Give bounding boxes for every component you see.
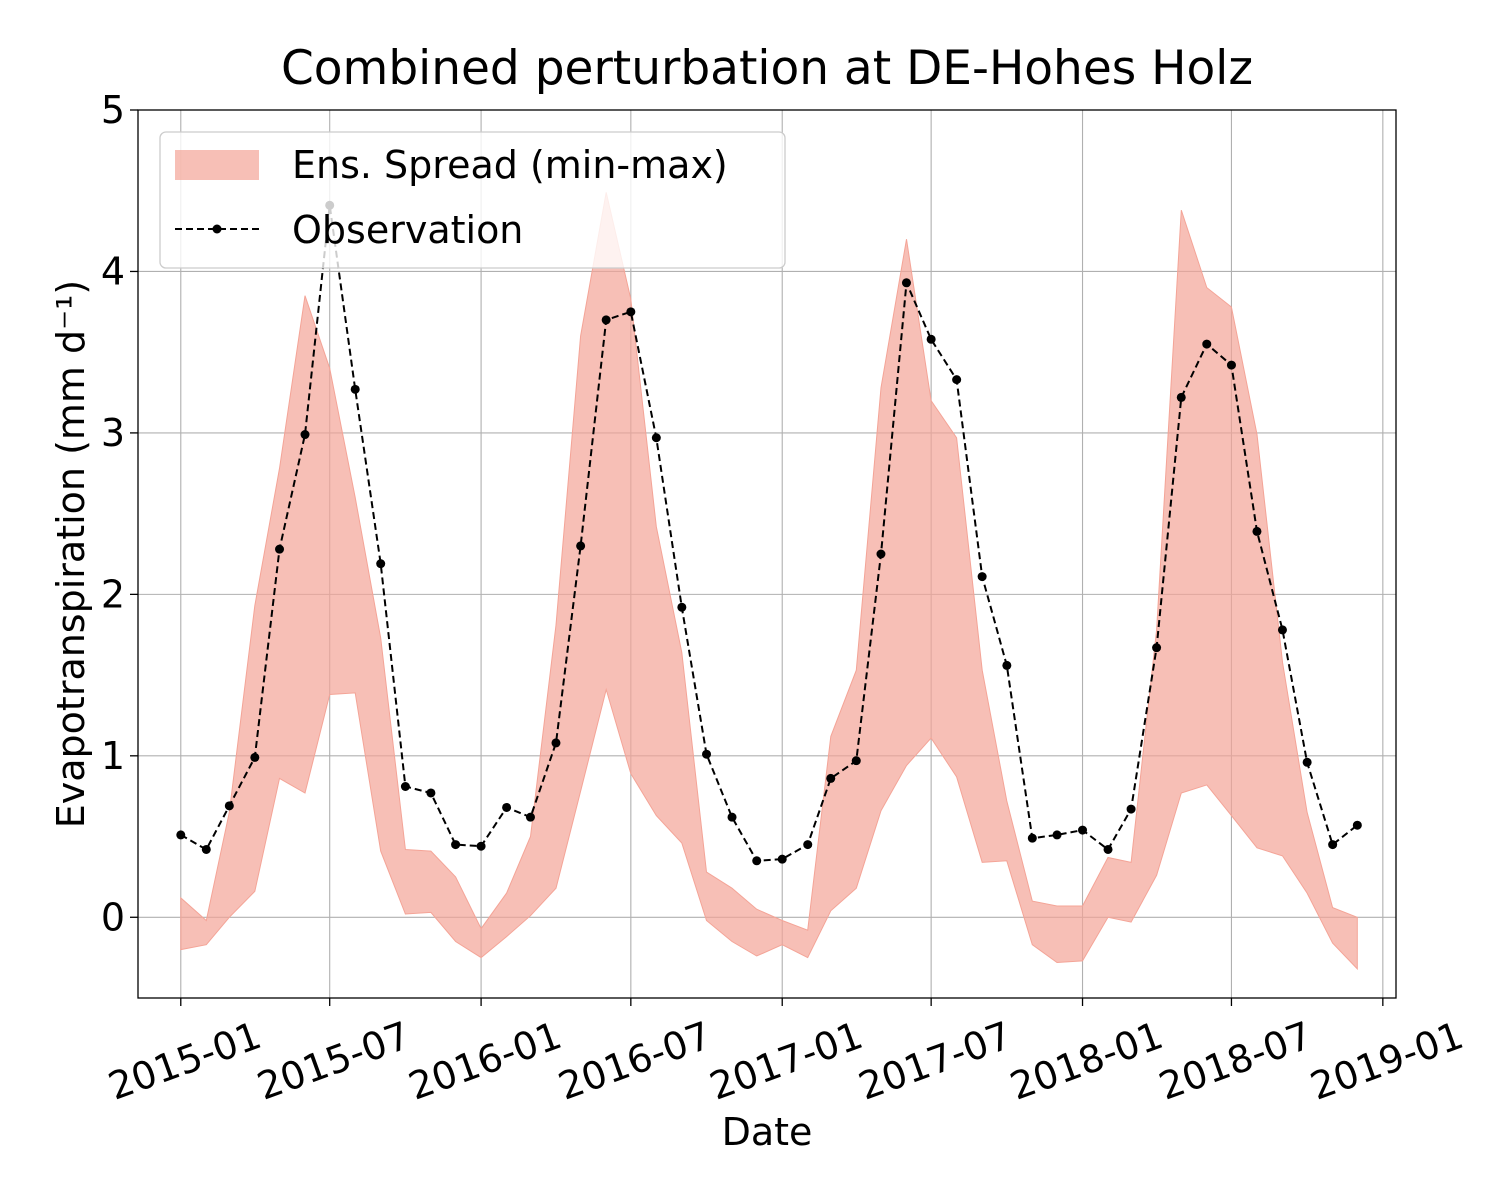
observation-point: [525, 812, 535, 822]
observation-point: [1202, 339, 1212, 349]
observation-point: [350, 384, 360, 394]
observation-point: [576, 541, 586, 551]
x-axis-label: Date: [722, 1110, 813, 1154]
y-tick-label: 4: [101, 249, 125, 293]
y-tick-label: 1: [101, 734, 125, 778]
observation-point: [702, 749, 712, 759]
y-tick-label: 3: [101, 411, 125, 455]
observation-point: [1027, 833, 1037, 843]
observation-point: [275, 544, 285, 554]
observation-point: [1252, 526, 1262, 536]
observation-point: [901, 278, 911, 288]
legend-label-spread: Ens. Spread (min-max): [292, 143, 728, 187]
observation-point: [626, 307, 636, 317]
observation-point: [601, 315, 611, 325]
observation-point: [1078, 825, 1088, 835]
observation-point: [952, 375, 962, 385]
observation-point: [224, 801, 234, 811]
observation-point: [677, 602, 687, 612]
legend-marker-observation: [212, 224, 222, 234]
observation-point: [1328, 840, 1338, 850]
observation-point: [400, 781, 410, 791]
legend-label-observation: Observation: [292, 208, 523, 252]
observation-point: [502, 802, 512, 812]
observation-point: [376, 559, 386, 569]
observation-point: [426, 788, 436, 798]
observation-point: [176, 830, 186, 840]
observation-point: [826, 773, 836, 783]
legend-frame: [159, 131, 786, 269]
y-tick-label: 0: [101, 895, 125, 939]
observation-point: [1052, 830, 1062, 840]
observation-point: [1002, 660, 1012, 670]
observation-point: [851, 756, 861, 766]
legend: Ens. Spread (min-max) Observation: [159, 131, 786, 269]
observation-point: [876, 549, 886, 559]
observation-point: [777, 854, 787, 864]
observation-point: [300, 430, 310, 440]
observation-point: [926, 334, 936, 344]
y-tick-label: 5: [101, 88, 125, 132]
plot-frame: [137, 109, 1397, 999]
observation-point: [250, 752, 260, 762]
ensemble-spread-layer: [180, 192, 1358, 971]
observation-point: [1103, 844, 1113, 854]
legend-swatch-spread: [175, 150, 259, 180]
observation-point: [476, 841, 486, 851]
observation-point: [1176, 392, 1186, 402]
y-tick-label: 2: [101, 572, 125, 616]
observation-point: [1302, 757, 1312, 767]
observation-point: [551, 738, 561, 748]
observation-line: [180, 205, 1358, 862]
observation-point: [752, 856, 762, 866]
observation-point: [1277, 625, 1287, 635]
observation-point: [977, 572, 987, 582]
observation-point: [1226, 360, 1236, 370]
observation-point: [1152, 643, 1162, 653]
observation-point: [803, 840, 813, 850]
chart-title: Combined perturbation at DE-Hohes Holz: [281, 41, 1253, 96]
observation-point: [1126, 804, 1136, 814]
observation-point: [451, 840, 461, 850]
y-axis-label: Evapotranspiration (mm d⁻¹): [49, 280, 93, 828]
observation-point: [651, 433, 661, 443]
observation-layer: [176, 200, 1362, 866]
ensemble-spread-band: [180, 192, 1358, 971]
observation-point: [727, 812, 737, 822]
observation-point: [1352, 820, 1362, 830]
y-axis: 0 1 2 3 4 5: [101, 88, 138, 939]
observation-point: [201, 844, 211, 854]
